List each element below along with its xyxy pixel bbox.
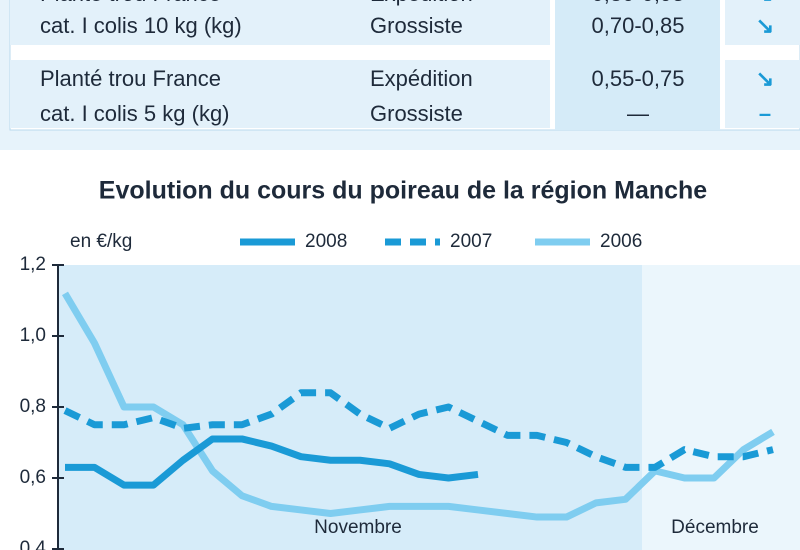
price-col bbox=[555, 0, 720, 130]
y-tick-label: 0,6 bbox=[20, 467, 46, 488]
price-text: — bbox=[627, 101, 649, 126]
y-axis-label: en €/kg bbox=[70, 231, 132, 252]
price-text: 0,55-0,75 bbox=[592, 66, 685, 91]
trend-text: ↘ bbox=[756, 66, 774, 91]
y-tick-label: 1,0 bbox=[20, 325, 46, 346]
row-bg bbox=[10, 60, 550, 128]
month-label: Novembre bbox=[314, 517, 402, 538]
row-bg bbox=[10, 0, 550, 45]
legend-label: 2006 bbox=[600, 231, 642, 252]
product-text: cat. I colis 5 kg (kg) bbox=[40, 101, 230, 126]
trend-text: ↘ bbox=[756, 13, 774, 38]
channel-text: Expédition bbox=[370, 66, 473, 91]
channel-text: Expédition bbox=[370, 0, 473, 6]
legend-label: 2008 bbox=[305, 231, 347, 252]
row-bg bbox=[725, 60, 800, 128]
region-december bbox=[642, 265, 800, 550]
product-text: Planté trou France bbox=[40, 0, 221, 6]
price-text: 0,70-0,85 bbox=[592, 13, 685, 38]
product-text: cat. I colis 10 kg (kg) bbox=[40, 13, 242, 38]
y-tick-label: 1,2 bbox=[20, 254, 46, 275]
trend-text: ↘ bbox=[756, 0, 774, 6]
y-tick-label: 0,4 bbox=[20, 538, 47, 550]
chart-title: Evolution du cours du poireau de la régi… bbox=[99, 177, 707, 205]
trend-text: – bbox=[759, 101, 771, 126]
line-series bbox=[65, 435, 479, 489]
month-label: Décembre bbox=[671, 517, 759, 538]
y-tick-label: 0,8 bbox=[20, 396, 46, 417]
line-series bbox=[61, 291, 775, 521]
line-series bbox=[63, 389, 774, 471]
legend-label: 2007 bbox=[450, 231, 492, 252]
channel-text: Grossiste bbox=[370, 13, 463, 38]
product-text: Planté trou France bbox=[40, 66, 221, 91]
channel-text: Grossiste bbox=[370, 101, 463, 126]
price-text: 0,80-0,95 bbox=[592, 0, 685, 6]
row-bg bbox=[725, 0, 800, 45]
